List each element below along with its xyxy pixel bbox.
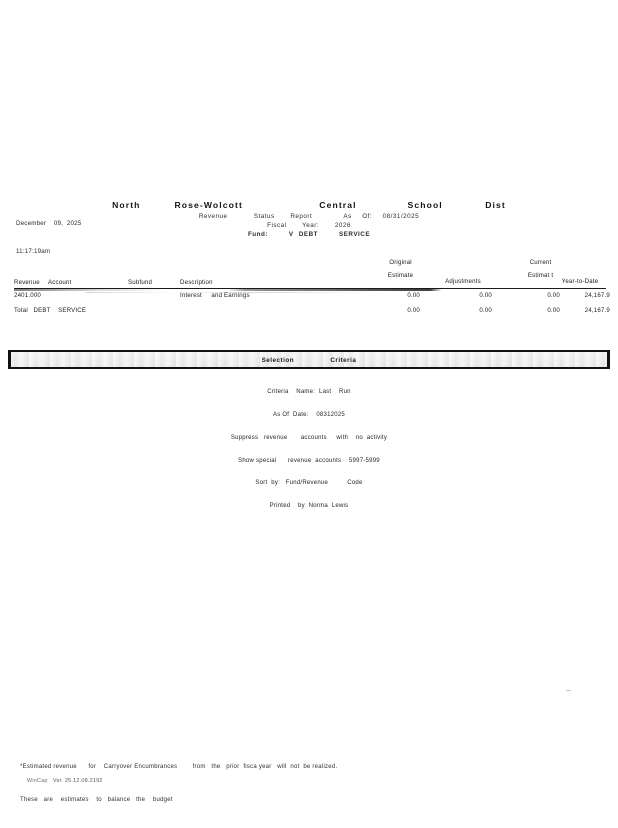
report-subtitle: Revenue Status Report As Of: 08/31/2025: [198, 212, 420, 220]
column-header-current-estimate: Current Estimat t: [506, 253, 560, 286]
band-edge-left: [8, 352, 11, 367]
cell-total-year-to-date: 24,167.9: [584, 307, 610, 315]
cell-total-adjustments: 0.00: [479, 307, 492, 315]
print-date: December 09, 2025: [16, 220, 82, 228]
cell-current-estimate: 0.00: [547, 292, 560, 300]
cell-revenue-code: 2401.000: [14, 292, 42, 300]
application-version: WinCap Ver. 25.12.08.2192: [20, 772, 103, 790]
criteria-line-printed-by: Printed by Norma Lewis: [269, 503, 349, 510]
criteria-line-name: Criteria Name: Last Run: [267, 389, 351, 396]
criteria-line-show-special: Show special revenue accounts 5997-5999: [238, 457, 380, 464]
column-header-original-estimate: Original Estimate: [366, 253, 420, 286]
column-header-current-estimate-line1: Current: [529, 258, 552, 266]
print-timestamp: December 09, 2025 11:17:19am: [16, 201, 81, 275]
selection-criteria-title: Selection Criteria: [261, 356, 357, 364]
cell-original-estimate: 0.00: [407, 292, 420, 300]
table-total-row: Total DEBT SERVICE 0.00 0.00 0.00 24,167…: [14, 302, 610, 316]
selection-criteria-band: Selection Criteria: [8, 350, 610, 369]
cell-year-to-date: 24,167.9: [584, 292, 610, 300]
footnote-line-2: These are estimates to balance the budge…: [20, 797, 173, 803]
report-page: December 09, 2025 11:17:19am North Rose-…: [0, 200, 618, 803]
criteria-line-sort-by: Sort by: Fund/Revenue Code: [255, 480, 363, 487]
table-column-headers: Revenue Account Subfund Description Orig…: [14, 259, 606, 288]
application-name: WinCap: [26, 778, 48, 784]
column-header-original-estimate-line2: Estimate: [387, 271, 414, 279]
fund-label: Fund: V DEBT SERVICE: [247, 230, 371, 238]
column-header-description: Description: [180, 279, 213, 286]
column-header-year-to-date: Year-to-Date: [561, 278, 599, 286]
column-header-current-estimate-line2: Estimat t: [527, 271, 554, 279]
footnote-line-1: *Estimated revenue for Carryover Encumbr…: [20, 764, 338, 770]
cell-total-label: Total DEBT SERVICE: [14, 307, 87, 315]
table-row: 2401.000 Interest and Earnings 0.00 0.00…: [14, 289, 610, 302]
print-time: 11:17:19am: [16, 248, 51, 256]
column-header-subfund: Subfund: [128, 279, 153, 286]
criteria-line-as-of-date: As Of Date: 08312025: [272, 411, 346, 418]
revenue-table: Revenue Account Subfund Description Orig…: [14, 259, 610, 316]
criteria-line-suppress: Suppress revenue accounts with no activi…: [230, 434, 388, 441]
column-header-original-estimate-line1: Original: [389, 258, 412, 266]
report-header: North Rose-Wolcott Central School Dist R…: [0, 200, 618, 238]
cell-total-current-estimate: 0.00: [547, 307, 560, 315]
cell-description: Interest and Earnings: [180, 292, 250, 300]
column-header-revenue: Revenue: [14, 279, 40, 286]
cell-total-original-estimate: 0.00: [407, 307, 420, 315]
column-header-account: Account: [48, 279, 72, 286]
version-number: Ver. 25.12.08.2192: [52, 778, 103, 784]
cell-adjustments: 0.00: [479, 292, 492, 300]
band-edge-right: [607, 352, 610, 367]
scan-speckle: [566, 690, 571, 691]
district-title: North Rose-Wolcott Central School Dist: [112, 200, 506, 210]
fiscal-year: Fiscal Year: 2026: [267, 221, 351, 229]
column-header-adjustments: Adjustments: [445, 278, 481, 286]
selection-criteria-list: Criteria Name: Last Run As Of Date: 0831…: [0, 374, 618, 526]
